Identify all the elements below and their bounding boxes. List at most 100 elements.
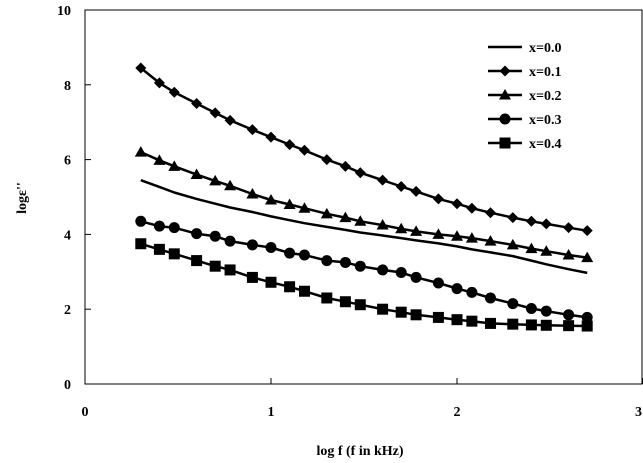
data-point <box>209 174 222 186</box>
data-point <box>465 232 478 243</box>
data-point <box>191 98 203 109</box>
legend-item: x=0.0 <box>488 41 561 56</box>
data-point <box>284 139 296 151</box>
data-point <box>339 296 351 308</box>
data-point <box>246 188 259 199</box>
legend-label: x=0.3 <box>529 113 561 128</box>
data-point <box>507 318 519 330</box>
y-axis-label: logε'' <box>15 182 30 214</box>
series-line <box>140 67 588 232</box>
data-point <box>563 309 575 321</box>
data-point <box>451 283 463 295</box>
data-point <box>581 251 594 263</box>
data-point <box>298 249 310 261</box>
data-point <box>395 222 408 234</box>
y-tick-label: 0 <box>64 378 71 393</box>
data-point <box>135 238 147 250</box>
data-point <box>354 260 366 272</box>
data-point <box>298 285 310 297</box>
data-point <box>525 302 537 314</box>
data-point <box>209 230 221 242</box>
data-point <box>265 241 277 253</box>
data-point <box>153 243 165 255</box>
legend-item: x=0.2 <box>488 89 561 104</box>
x-tick-label: 1 <box>268 405 275 420</box>
series-x-0-0 <box>140 179 588 275</box>
data-point <box>451 230 463 241</box>
data-point <box>168 248 180 260</box>
data-point <box>484 317 496 329</box>
data-point <box>246 271 258 283</box>
data-point <box>283 198 296 209</box>
data-point <box>540 319 552 331</box>
data-point <box>265 131 277 143</box>
series-x-0-4 <box>135 238 593 332</box>
data-point <box>376 219 389 230</box>
data-point <box>540 305 552 317</box>
data-point <box>354 299 366 311</box>
legend-marker <box>499 89 511 100</box>
data-point <box>321 255 333 267</box>
data-point <box>246 239 258 251</box>
data-point <box>265 193 277 205</box>
data-point <box>209 260 221 272</box>
data-point <box>525 319 537 331</box>
data-point <box>395 306 407 318</box>
data-point <box>451 198 463 210</box>
data-point <box>190 168 203 180</box>
series-x-0-1 <box>135 62 593 237</box>
legend-marker <box>499 113 511 125</box>
legend-item: x=0.4 <box>488 137 561 152</box>
data-point <box>209 107 221 119</box>
data-point <box>377 303 389 315</box>
legend-item: x=0.3 <box>488 113 561 128</box>
data-point <box>339 211 352 223</box>
data-point <box>466 315 478 327</box>
x-tick-label: 0 <box>82 405 89 420</box>
data-point <box>168 160 181 171</box>
data-point <box>432 193 444 205</box>
data-point <box>484 292 496 304</box>
data-point <box>284 281 296 293</box>
data-point <box>410 309 422 321</box>
data-point <box>466 202 478 214</box>
x-tick-label: 3 <box>635 405 642 420</box>
y-tick-label: 6 <box>64 154 71 169</box>
data-point <box>153 77 165 89</box>
x-axis-label: log f (f in kHz) <box>316 444 403 459</box>
series-x-0-2 <box>134 146 594 263</box>
data-point <box>410 271 422 283</box>
axes: 0 2 4 6 8 10 0 1 2 3 <box>57 4 643 420</box>
data-point <box>153 154 166 165</box>
data-point <box>410 185 422 197</box>
data-point <box>134 146 147 157</box>
y-tick-label: 2 <box>64 303 71 318</box>
data-point <box>321 154 333 166</box>
data-point <box>525 242 538 254</box>
data-point <box>395 181 407 193</box>
data-point <box>432 277 444 289</box>
data-point <box>298 202 311 213</box>
data-point <box>168 86 180 98</box>
data-point <box>563 320 575 332</box>
data-point <box>410 225 423 236</box>
data-point <box>395 267 407 279</box>
data-point <box>466 286 478 298</box>
legend-label: x=0.2 <box>529 89 561 104</box>
data-point <box>320 207 333 219</box>
data-point <box>224 179 237 191</box>
plot-area-frame <box>84 9 643 385</box>
series-layer <box>134 62 594 332</box>
legend-marker <box>499 137 511 149</box>
data-point <box>153 220 165 232</box>
series-line <box>140 242 588 328</box>
data-point <box>432 311 444 323</box>
data-point <box>339 160 351 172</box>
data-point <box>507 212 519 224</box>
data-point <box>540 218 552 230</box>
series-x-0-3 <box>135 215 593 323</box>
legend: x=0.0 x=0.1 x=0.2 x=0.3 x=0.4 <box>488 41 561 152</box>
data-point <box>191 228 203 240</box>
legend-label: x=0.0 <box>529 41 561 56</box>
